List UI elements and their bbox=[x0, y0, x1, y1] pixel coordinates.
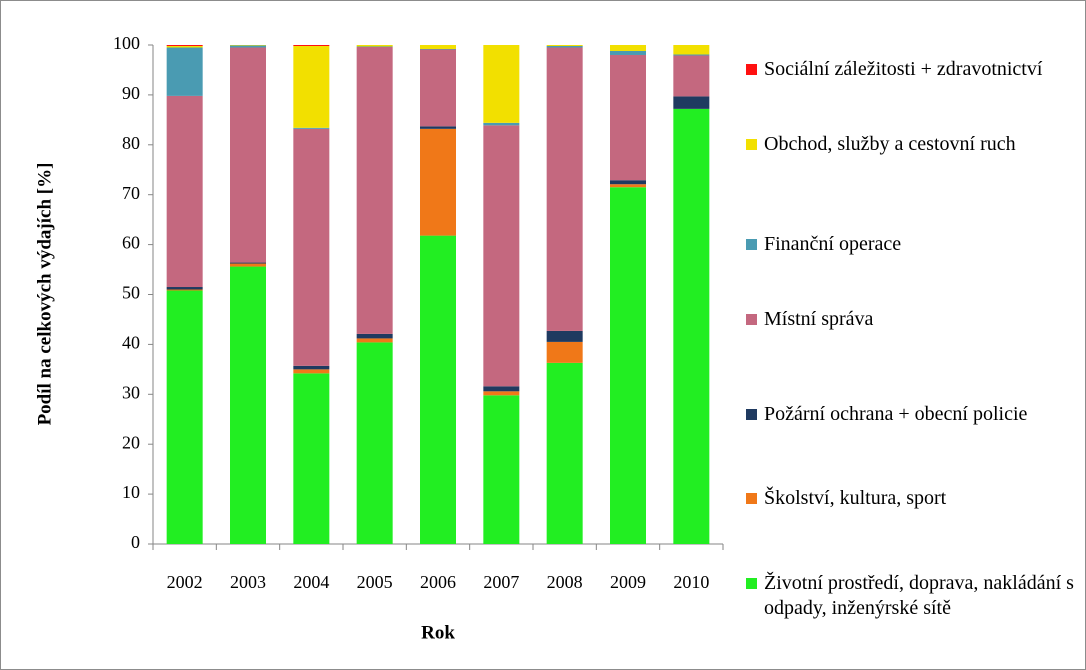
bar-segment bbox=[483, 395, 520, 544]
bar-segment bbox=[546, 341, 583, 363]
bar-segment bbox=[293, 128, 330, 366]
x-tick-label: 2004 bbox=[293, 572, 329, 592]
y-tick-label: 10 bbox=[122, 482, 140, 502]
legend-swatch bbox=[746, 64, 757, 75]
bar-segment bbox=[293, 369, 330, 374]
legend-entry: Sociální záležitosti + zdravotnictví bbox=[746, 57, 1081, 82]
bar-segment bbox=[166, 289, 203, 291]
bar-segment bbox=[673, 45, 710, 55]
bar-segment bbox=[673, 54, 710, 56]
bar-segment bbox=[546, 330, 583, 342]
bar-segment bbox=[166, 95, 203, 288]
y-tick-label: 0 bbox=[131, 532, 140, 552]
bar-segment bbox=[356, 342, 393, 544]
bar-segment bbox=[420, 126, 456, 129]
legend-entry: Finanční operace bbox=[746, 232, 1081, 257]
bar-segment bbox=[420, 45, 456, 49]
bar-segment bbox=[546, 45, 583, 46]
legend-label: Místní správa bbox=[764, 308, 874, 330]
legend-swatch bbox=[746, 578, 757, 589]
bar-segment bbox=[610, 45, 646, 51]
bar-segment bbox=[166, 47, 203, 96]
y-tick-label: 100 bbox=[113, 33, 140, 53]
bar-segment bbox=[483, 122, 520, 126]
legend-label: Finanční operace bbox=[764, 233, 902, 255]
bar-segment bbox=[420, 128, 456, 236]
x-tick-label: 2009 bbox=[610, 572, 646, 592]
x-axis-title: Rok bbox=[421, 622, 455, 643]
x-tick-label: 2010 bbox=[673, 572, 709, 592]
x-tick-label: 2005 bbox=[357, 572, 393, 592]
bar-segment bbox=[230, 47, 266, 263]
bar-segment bbox=[483, 391, 520, 396]
bar-segment bbox=[230, 266, 266, 544]
bar-segment bbox=[483, 45, 520, 123]
y-tick-label: 90 bbox=[122, 83, 140, 103]
bar-segment bbox=[610, 184, 646, 188]
bar-segment bbox=[230, 263, 266, 267]
bar-segment bbox=[610, 54, 646, 181]
bar-segment bbox=[546, 362, 583, 544]
legend-swatch bbox=[746, 139, 757, 150]
y-tick-label: 70 bbox=[122, 183, 140, 203]
bar-segment bbox=[166, 290, 203, 544]
bar-segment bbox=[610, 50, 646, 55]
bar-segment bbox=[166, 45, 203, 48]
bar-segment bbox=[546, 45, 583, 48]
legend-entry: Obchod, služby a cestovní ruch bbox=[746, 132, 1081, 157]
y-tick-label: 40 bbox=[122, 333, 140, 353]
legend-swatch bbox=[746, 239, 757, 250]
y-tick-label: 60 bbox=[122, 233, 140, 253]
y-tick-label: 30 bbox=[122, 382, 140, 402]
x-tick-label: 2002 bbox=[167, 572, 203, 592]
legend-label: Životní prostředí, doprava, nakládání s … bbox=[764, 572, 1074, 619]
x-tick-label: 2007 bbox=[483, 572, 519, 592]
x-tick-label: 2003 bbox=[230, 572, 266, 592]
bar-segment bbox=[420, 235, 456, 545]
bar-segment bbox=[293, 45, 330, 46]
bar-segment bbox=[230, 262, 266, 264]
legend-swatch bbox=[746, 409, 757, 420]
bar-segment bbox=[356, 333, 393, 339]
legend-swatch bbox=[746, 493, 757, 504]
bar-segment bbox=[356, 46, 393, 334]
y-axis-title: Podíl na celkových výdajích [%] bbox=[34, 163, 55, 426]
bar-segment bbox=[230, 45, 266, 48]
bar-segment bbox=[546, 47, 583, 331]
legend-entry: Životní prostředí, doprava, nakládání s … bbox=[746, 571, 1081, 621]
bar-segment bbox=[483, 125, 520, 387]
bar-segment bbox=[293, 127, 330, 129]
bar-segment bbox=[610, 180, 646, 185]
bar-segment bbox=[293, 365, 330, 370]
bar-segment bbox=[483, 386, 520, 392]
bar-segment bbox=[673, 96, 710, 109]
legend-label: Požární ochrana + obecní policie bbox=[764, 403, 1028, 425]
bar-segment bbox=[293, 373, 330, 544]
x-tick-label: 2008 bbox=[547, 572, 583, 592]
legend-entry: Požární ochrana + obecní policie bbox=[746, 402, 1081, 427]
y-tick-label: 20 bbox=[122, 432, 140, 452]
bar-segment bbox=[420, 49, 456, 127]
legend-label: Obchod, služby a cestovní ruch bbox=[764, 133, 1016, 155]
x-tick-label: 2006 bbox=[420, 572, 456, 592]
bar-segment bbox=[293, 45, 330, 128]
legend-label: Sociální záležitosti + zdravotnictví bbox=[764, 58, 1043, 80]
legend-label: Školství, kultura, sport bbox=[764, 487, 947, 509]
bar-segment bbox=[166, 45, 203, 46]
bar-segment bbox=[673, 55, 710, 97]
bar-segment bbox=[673, 108, 710, 544]
y-tick-label: 50 bbox=[122, 283, 140, 303]
legend-swatch bbox=[746, 314, 757, 325]
bar-segment bbox=[356, 45, 393, 47]
bar-segment bbox=[610, 187, 646, 544]
legend-entry: Místní správa bbox=[746, 307, 1081, 332]
bar-segment bbox=[356, 338, 393, 343]
bar-segment bbox=[166, 287, 203, 290]
y-tick-label: 80 bbox=[122, 133, 140, 153]
legend-entry: Školství, kultura, sport bbox=[746, 486, 1081, 511]
